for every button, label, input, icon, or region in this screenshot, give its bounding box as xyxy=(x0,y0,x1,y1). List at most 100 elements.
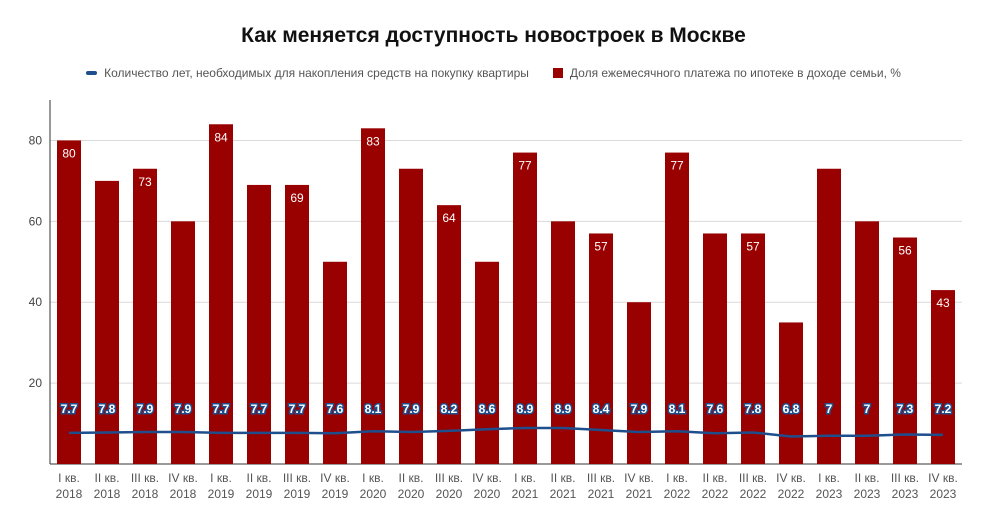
x-tick-label-year: 2018 xyxy=(170,487,197,501)
x-tick-label-year: 2019 xyxy=(208,487,235,501)
bar xyxy=(931,290,955,464)
x-tick-label-year: 2023 xyxy=(816,487,843,501)
bar xyxy=(475,261,499,464)
bar-data-label: 69 xyxy=(290,191,304,205)
bar xyxy=(855,221,879,464)
x-tick-label-year: 2018 xyxy=(132,487,159,501)
bar xyxy=(779,322,803,464)
y-tick-label: 20 xyxy=(29,376,43,390)
legend-line-label: Количество лет, необходимых для накоплен… xyxy=(104,66,529,80)
x-tick-label-quarter: I кв. xyxy=(818,471,840,485)
y-tick-label: 40 xyxy=(29,295,43,309)
x-tick-label-quarter: II кв. xyxy=(247,471,272,485)
chart-title: Как меняется доступность новостроек в Мо… xyxy=(241,24,746,47)
x-tick-label-year: 2023 xyxy=(930,487,957,501)
x-tick-label-quarter: II кв. xyxy=(95,471,120,485)
x-tick-label-quarter: I кв. xyxy=(362,471,384,485)
line-data-label: 7.9 xyxy=(137,402,154,416)
line-data-label: 8.2 xyxy=(441,402,458,416)
bar xyxy=(285,184,309,464)
bar-data-label: 56 xyxy=(898,244,912,258)
legend-bar-swatch xyxy=(552,68,563,78)
line-data-label: 7.8 xyxy=(745,402,762,416)
legend-line-swatch xyxy=(86,71,98,75)
x-tick-label-year: 2018 xyxy=(56,487,83,501)
x-tick-label-quarter: II кв. xyxy=(855,471,880,485)
x-tick-label-year: 2020 xyxy=(436,487,463,501)
bar xyxy=(589,233,613,464)
bar-data-label: 84 xyxy=(214,130,228,144)
line-data-label: 7.7 xyxy=(251,402,268,416)
bar xyxy=(209,124,233,465)
x-tick-label-year: 2021 xyxy=(512,487,539,501)
bar xyxy=(95,180,119,464)
x-tick-label-year: 2019 xyxy=(284,487,311,501)
legend-item-bar[interactable]: Доля ежемесячного платежа по ипотеке в д… xyxy=(552,66,901,80)
bar xyxy=(703,233,727,464)
line-data-label: 7 xyxy=(826,402,833,416)
x-tick-label-quarter: III кв. xyxy=(891,471,919,485)
x-tick-label-quarter: II кв. xyxy=(703,471,728,485)
bar-data-label: 77 xyxy=(518,159,532,173)
x-tick-label-year: 2020 xyxy=(398,487,425,501)
legend-item-line[interactable]: Количество лет, необходимых для накоплен… xyxy=(86,66,529,80)
line-data-label: 7.8 xyxy=(99,402,116,416)
bar xyxy=(893,237,917,464)
chart-legend: Количество лет, необходимых для накоплен… xyxy=(0,66,987,80)
x-tick-label-quarter: IV кв. xyxy=(472,471,502,485)
bar-data-label: 77 xyxy=(670,159,684,173)
x-tick-label-quarter: I кв. xyxy=(514,471,536,485)
x-tick-label-quarter: I кв. xyxy=(210,471,232,485)
x-tick-label-year: 2022 xyxy=(740,487,767,501)
line-data-label: 7.6 xyxy=(707,402,724,416)
bar xyxy=(247,184,271,464)
x-tick-label-quarter: IV кв. xyxy=(168,471,198,485)
x-tick-label-quarter: IV кв. xyxy=(624,471,654,485)
x-tick-label-quarter: I кв. xyxy=(666,471,688,485)
bar-data-label: 73 xyxy=(138,175,152,189)
x-tick-label-quarter: III кв. xyxy=(587,471,615,485)
x-tick-label-quarter: III кв. xyxy=(283,471,311,485)
bar xyxy=(741,233,765,464)
x-tick-label-quarter: III кв. xyxy=(131,471,159,485)
line-data-label: 7.7 xyxy=(213,402,230,416)
bar xyxy=(399,168,423,464)
bar xyxy=(323,261,347,464)
line-data-label: 7.9 xyxy=(403,402,420,416)
line-data-label: 8.9 xyxy=(517,402,534,416)
line-data-label: 8.4 xyxy=(593,402,610,416)
line-data-label: 8.9 xyxy=(555,402,572,416)
line-data-label: 7 xyxy=(864,402,871,416)
line-data-label: 8.1 xyxy=(669,402,686,416)
x-tick-label-quarter: II кв. xyxy=(399,471,424,485)
bar xyxy=(361,128,385,465)
bar-data-label: 57 xyxy=(594,239,608,253)
line-data-label: 8.6 xyxy=(479,402,496,416)
bar-data-label: 83 xyxy=(366,134,380,148)
x-tick-label-year: 2021 xyxy=(588,487,615,501)
bar-data-label: 57 xyxy=(746,239,760,253)
bar xyxy=(513,152,537,465)
x-tick-label-quarter: II кв. xyxy=(551,471,576,485)
x-tick-label-quarter: III кв. xyxy=(435,471,463,485)
x-tick-label-year: 2020 xyxy=(474,487,501,501)
legend-bar-label: Доля ежемесячного платежа по ипотеке в д… xyxy=(569,66,901,80)
x-tick-label-year: 2018 xyxy=(94,487,121,501)
bar xyxy=(57,140,81,464)
bar xyxy=(551,221,575,464)
x-tick-label-quarter: IV кв. xyxy=(928,471,958,485)
x-tick-label-year: 2019 xyxy=(246,487,273,501)
bar xyxy=(627,302,651,464)
bar-data-label: 64 xyxy=(442,211,456,225)
bar xyxy=(665,152,689,465)
line-data-label: 7.7 xyxy=(289,402,306,416)
line-data-label: 7.9 xyxy=(631,402,648,416)
line-data-label: 7.7 xyxy=(61,402,78,416)
x-tick-label-year: 2019 xyxy=(322,487,349,501)
bar xyxy=(133,168,157,464)
line-data-label: 6.8 xyxy=(783,402,800,416)
bar xyxy=(171,221,195,464)
x-tick-label-year: 2022 xyxy=(778,487,805,501)
x-tick-label-year: 2021 xyxy=(626,487,653,501)
